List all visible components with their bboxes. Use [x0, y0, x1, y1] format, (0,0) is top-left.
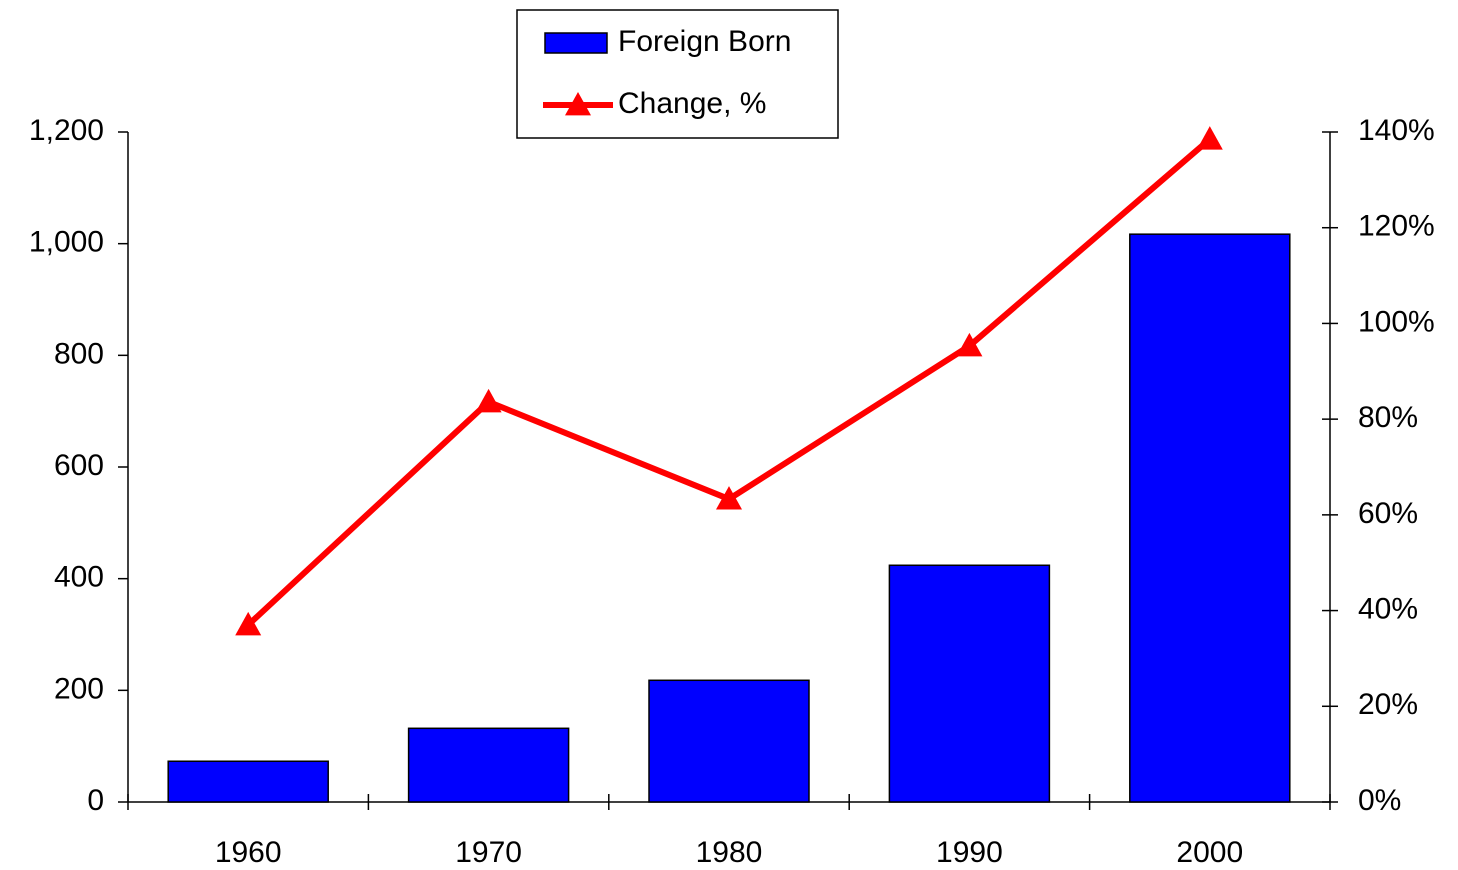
legend-marker — [565, 92, 591, 116]
marker — [716, 486, 742, 510]
y-tick-label: 1,200 — [29, 114, 104, 147]
y2-tick-label: 140% — [1358, 114, 1435, 147]
bar — [167, 760, 329, 803]
y2-tick-label: 20% — [1358, 688, 1418, 721]
y-tick-label: 800 — [54, 337, 104, 370]
bar — [407, 727, 570, 803]
y-tick-label: 1,000 — [29, 226, 104, 259]
y2-tick-label: 80% — [1358, 401, 1418, 434]
bar — [888, 564, 1051, 803]
marker — [1196, 126, 1223, 150]
y-tick-label: 600 — [54, 449, 104, 482]
y-tick-label: 400 — [54, 561, 104, 594]
y2-tick-label: 0% — [1358, 784, 1401, 817]
line — [246, 136, 1212, 628]
legend-swatch — [544, 32, 608, 54]
marker — [235, 611, 262, 636]
bar — [1129, 233, 1291, 803]
x-tick-label: 1990 — [936, 836, 1003, 869]
marker — [956, 332, 983, 357]
bar — [648, 679, 810, 803]
y2-tick-label: 40% — [1358, 592, 1418, 625]
legend-label: Foreign Born — [618, 25, 791, 58]
y2-tick-label: 100% — [1358, 305, 1435, 338]
y2-tick-label: 60% — [1358, 497, 1418, 530]
legend-label: Change, % — [618, 87, 766, 120]
y2-tick-label: 120% — [1358, 210, 1435, 243]
legend-box — [516, 9, 839, 139]
x-tick-label: 2000 — [1176, 836, 1243, 869]
y-tick-label: 0 — [87, 784, 104, 817]
x-tick-label: 1970 — [455, 836, 522, 869]
x-tick-label: 1960 — [215, 836, 282, 869]
marker — [475, 388, 502, 413]
x-tick-label: 1980 — [696, 836, 763, 869]
y-tick-label: 200 — [54, 672, 104, 705]
